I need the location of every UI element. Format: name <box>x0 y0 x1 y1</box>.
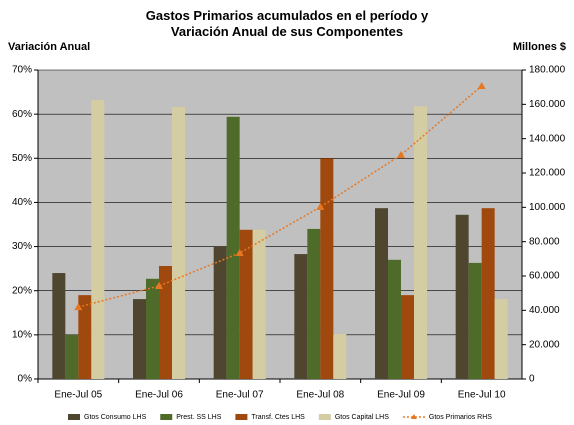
bar <box>239 229 253 379</box>
y2-tick-label: 60.000 <box>529 271 560 282</box>
bar <box>468 262 482 379</box>
y-tick-label: 60% <box>12 109 32 120</box>
bar <box>146 278 159 379</box>
legend-marker <box>410 414 417 419</box>
y-tick-label: 40% <box>12 197 32 208</box>
y-tick-label: 50% <box>12 153 32 164</box>
y2-tick-label: 120.000 <box>529 168 566 179</box>
legend-label: Gtos Consumo LHS <box>84 414 147 421</box>
x-tick-label: Ene-Jul 10 <box>458 390 506 401</box>
bar <box>133 299 146 379</box>
legend-item: Transf. Ctes LHS <box>235 414 305 421</box>
legend-swatch <box>235 414 248 420</box>
bar <box>91 100 105 379</box>
legend-label: Prest. SS LHS <box>176 414 221 421</box>
bar <box>481 208 495 379</box>
y2-tick-label: 0 <box>529 374 535 385</box>
x-tick-label: Ene-Jul 08 <box>296 390 344 401</box>
chart-title: Gastos Primarios acumulados en el períod… <box>145 8 429 39</box>
y-tick-label: 0% <box>18 374 33 385</box>
bar <box>294 254 308 379</box>
bar <box>52 273 66 379</box>
legend-item: Gtos Consumo LHS <box>68 414 147 421</box>
y2-axis-label: Millones $ <box>513 41 566 53</box>
line-marker <box>316 202 325 210</box>
y-axis-label: Variación Anual <box>8 41 90 53</box>
legend-swatch <box>68 414 80 420</box>
line-marker <box>477 81 486 89</box>
y2-tick-label: 80.000 <box>529 236 560 247</box>
line-marker <box>235 248 244 256</box>
bar <box>172 107 185 379</box>
bar <box>252 229 266 379</box>
y2-tick-label: 40.000 <box>529 305 560 316</box>
line-marker <box>74 303 83 311</box>
bar <box>375 208 388 379</box>
y-tick-label: 10% <box>12 329 32 340</box>
x-tick-label: Ene-Jul 06 <box>135 390 183 401</box>
bar <box>320 158 334 379</box>
line-marker <box>155 281 163 289</box>
bar <box>388 259 401 379</box>
y2-tick-label: 140.000 <box>529 133 566 144</box>
legend-swatch <box>318 414 331 420</box>
y2-tick-label: 100.000 <box>529 202 566 213</box>
y-tick-label: 70% <box>12 65 32 76</box>
bar <box>65 334 79 379</box>
plot-area <box>38 70 522 379</box>
legend-item: Gtos Primarios RHS <box>402 414 492 421</box>
legend-swatch <box>160 414 173 420</box>
x-tick-label: Ene-Jul 09 <box>377 390 425 401</box>
legend-label: Gtos Primarios RHS <box>429 414 492 421</box>
bar <box>414 106 427 379</box>
bar <box>78 295 92 379</box>
x-tick-label: Ene-Jul 05 <box>54 390 102 401</box>
y2-tick-label: 20.000 <box>529 339 560 350</box>
line-marker <box>397 150 405 158</box>
bar <box>401 295 414 379</box>
bar <box>494 299 508 379</box>
y-tick-label: 30% <box>12 241 32 252</box>
bar <box>226 116 240 379</box>
x-tick-label: Ene-Jul 07 <box>216 390 264 401</box>
line-series <box>78 85 483 308</box>
bar <box>333 333 347 379</box>
y2-tick-label: 180.000 <box>529 65 566 76</box>
legend-item: Gtos Capital LHS <box>318 414 389 421</box>
legend-label: Transf. Ctes LHS <box>251 414 305 421</box>
bar <box>455 214 469 379</box>
bar <box>213 246 227 379</box>
bar <box>307 228 321 379</box>
y-tick-label: 20% <box>12 285 32 296</box>
bar <box>159 265 172 379</box>
y2-tick-label: 160.000 <box>529 99 566 110</box>
legend-item: Prest. SS LHS <box>160 414 222 421</box>
legend-label: Gtos Capital LHS <box>335 414 389 421</box>
